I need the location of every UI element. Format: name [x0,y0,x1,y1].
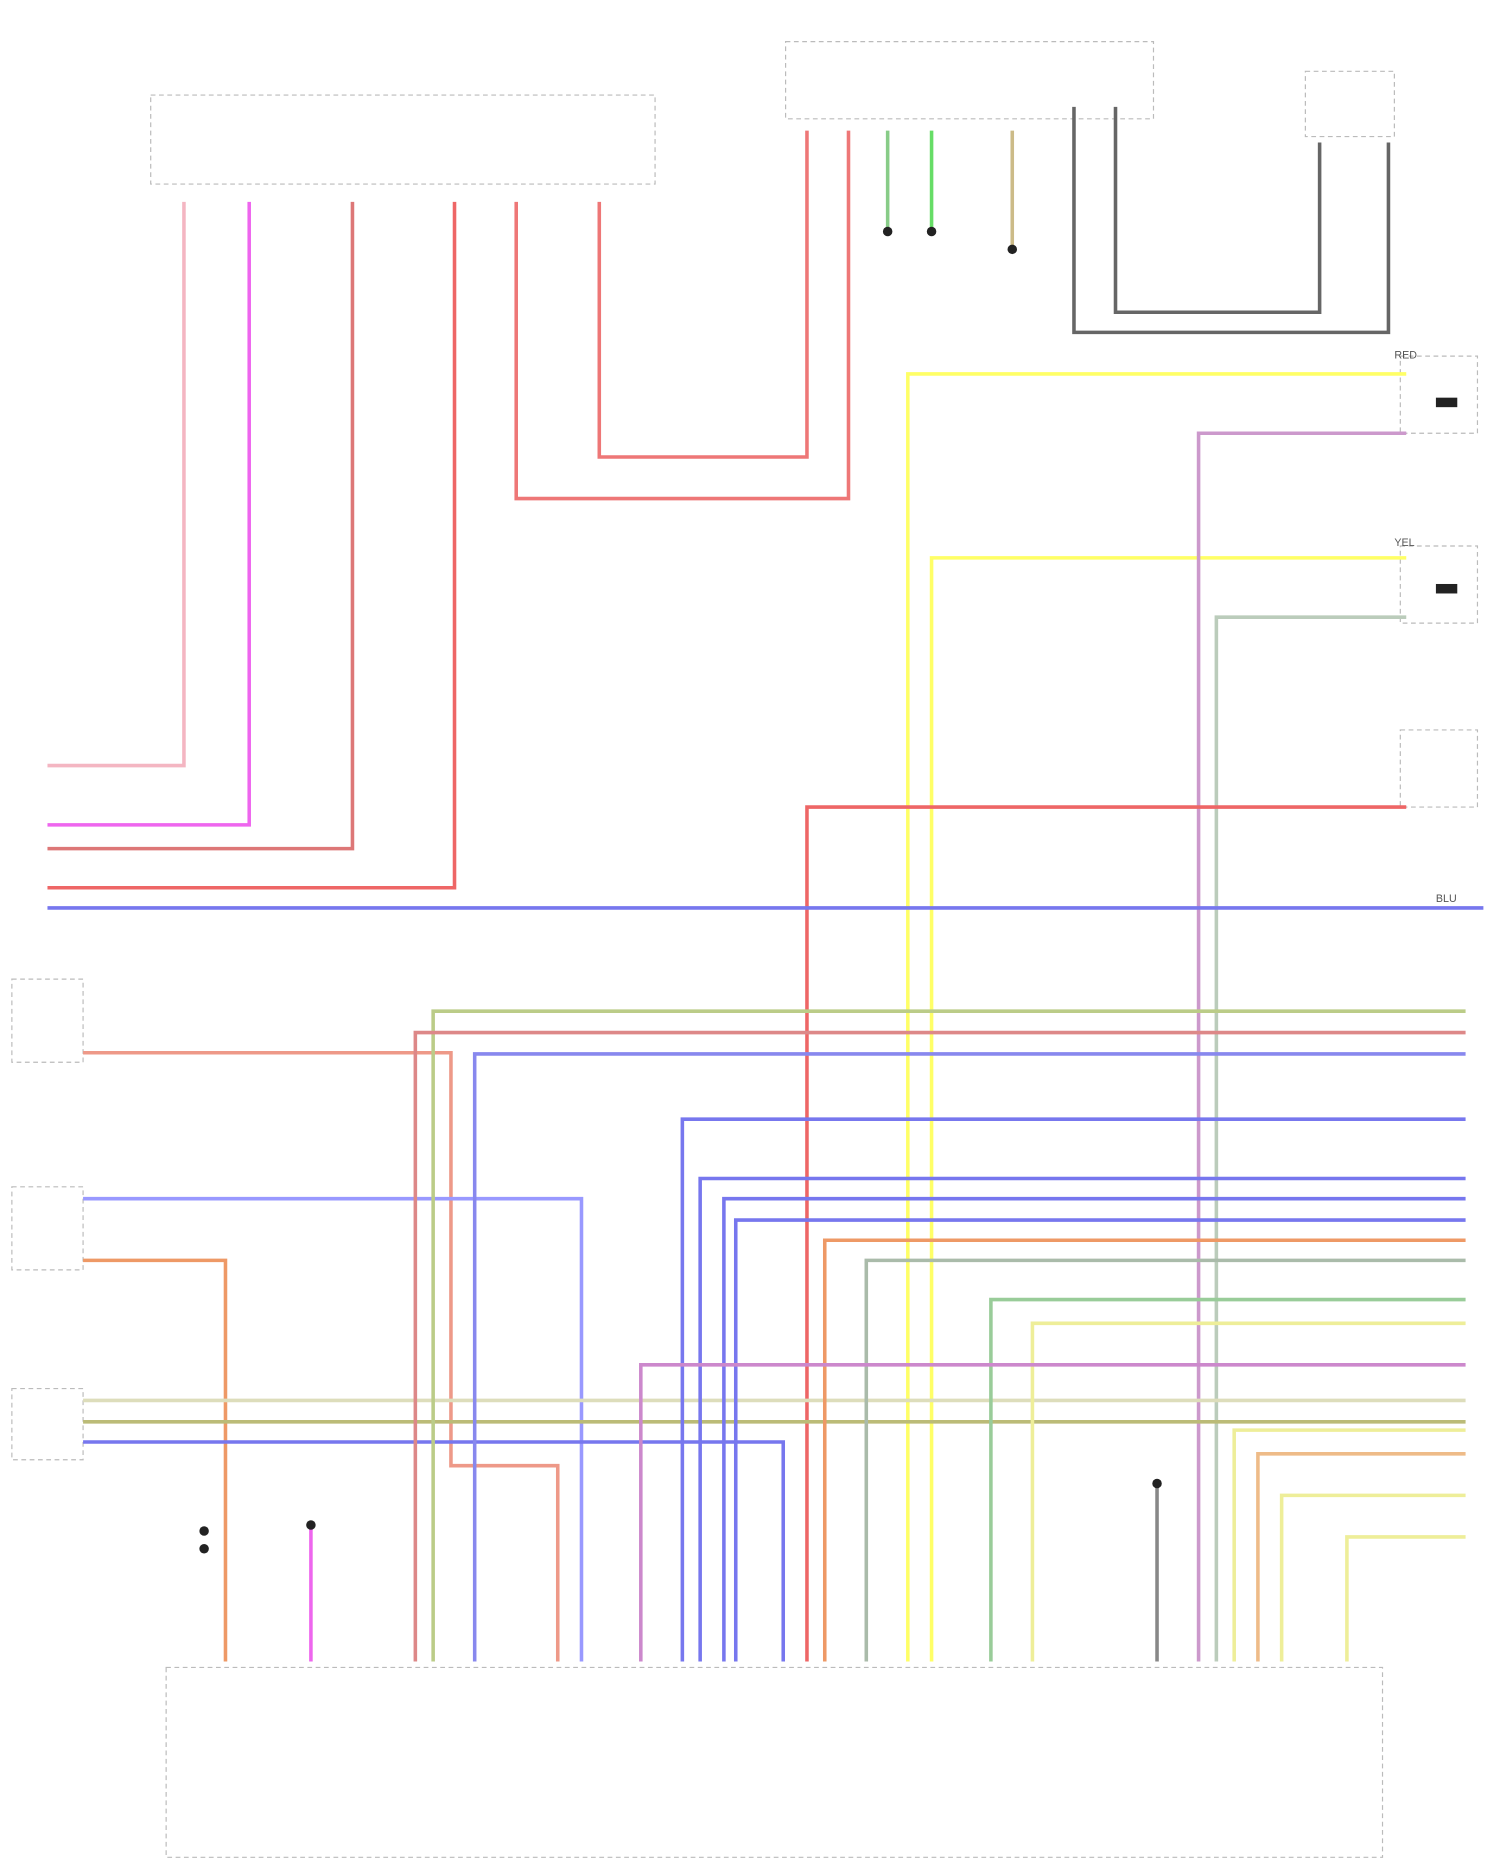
wire-label: RED [1394,350,1417,362]
wires [47,106,1484,1662]
top-connectors [11,41,1479,1858]
component-symbols [1435,397,1458,594]
splice-dots [199,226,1162,1554]
wire-label: YEL [1394,537,1414,549]
wire-label: BLU [1436,893,1457,905]
